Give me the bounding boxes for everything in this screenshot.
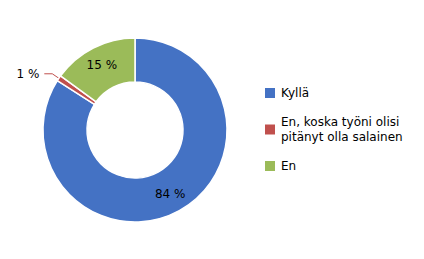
svg-text:Kyllä: Kyllä [281, 86, 309, 100]
svg-text:En: En [281, 159, 296, 173]
svg-text:84 %: 84 % [155, 187, 186, 201]
svg-text:1 %: 1 % [16, 67, 39, 81]
svg-text:pitänyt olla salainen: pitänyt olla salainen [281, 130, 403, 144]
svg-text:En, koska työni olisi: En, koska työni olisi [281, 115, 399, 129]
svg-text:15 %: 15 % [87, 58, 118, 72]
